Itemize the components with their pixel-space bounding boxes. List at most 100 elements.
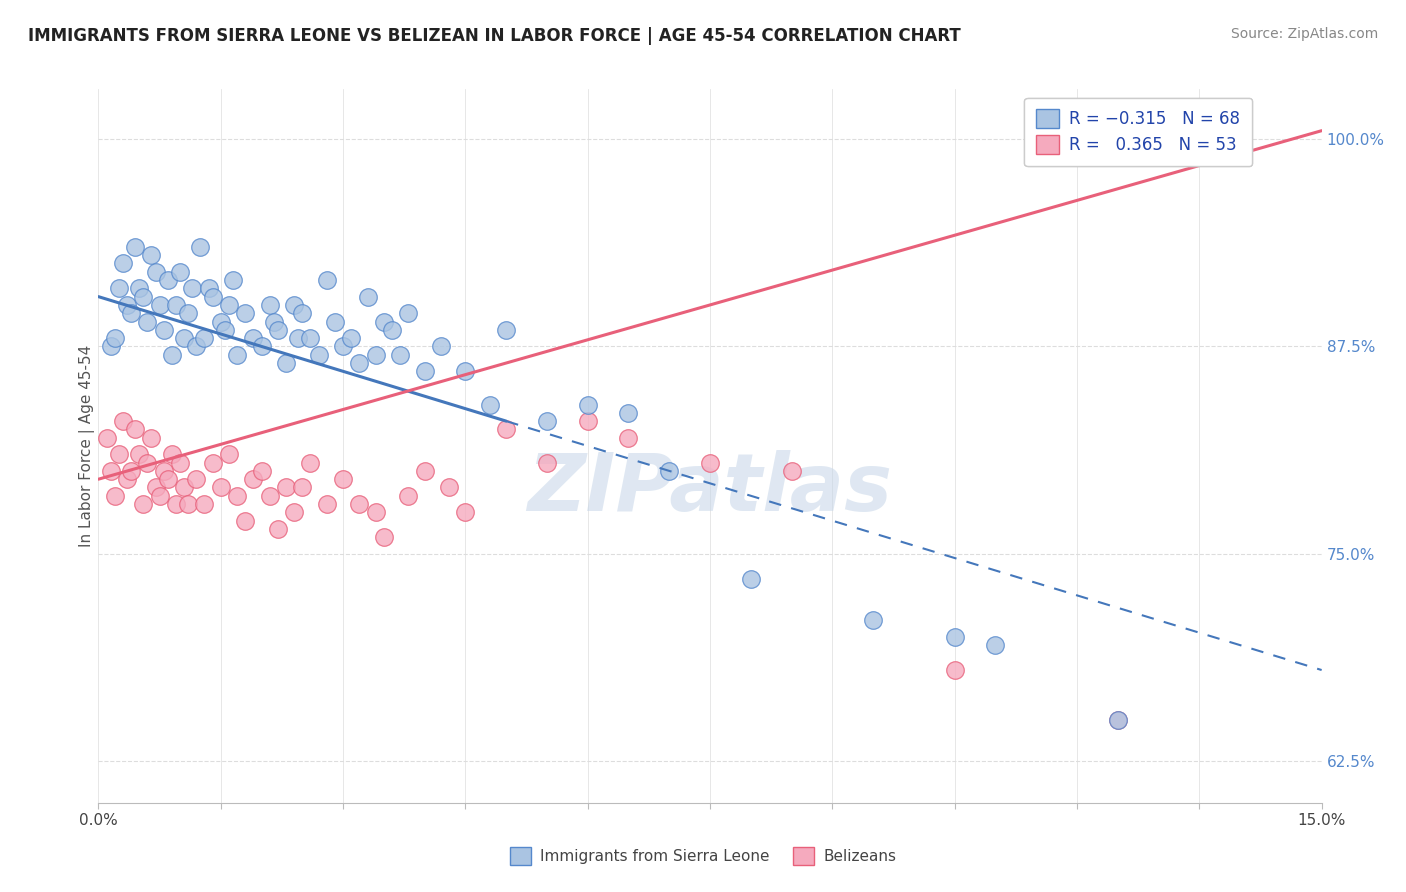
Point — [128, 281, 150, 295]
Point — [132, 290, 155, 304]
Point — [152, 464, 174, 478]
Point — [173, 481, 195, 495]
Point — [233, 306, 256, 320]
Point — [389, 348, 412, 362]
Point — [165, 497, 187, 511]
Point — [226, 489, 249, 503]
Point — [323, 314, 346, 328]
Point — [136, 314, 159, 328]
Point — [181, 281, 204, 295]
Point — [349, 356, 371, 370]
Point — [250, 339, 273, 353]
Point — [862, 613, 884, 627]
Point — [149, 489, 172, 503]
Point — [340, 331, 363, 345]
Point — [274, 356, 297, 370]
Point — [332, 339, 354, 353]
Point — [242, 472, 264, 486]
Point — [356, 290, 378, 304]
Point — [165, 298, 187, 312]
Point — [145, 481, 167, 495]
Point — [186, 339, 208, 353]
Point — [396, 306, 419, 320]
Point — [536, 414, 558, 428]
Point — [373, 314, 395, 328]
Point — [283, 298, 305, 312]
Point — [364, 348, 387, 362]
Point — [274, 481, 297, 495]
Point — [267, 323, 290, 337]
Point — [100, 339, 122, 353]
Point — [111, 256, 134, 270]
Point — [242, 331, 264, 345]
Point — [186, 472, 208, 486]
Point — [233, 514, 256, 528]
Point — [193, 331, 215, 345]
Point — [263, 314, 285, 328]
Point — [160, 447, 183, 461]
Point — [115, 472, 138, 486]
Point — [124, 240, 146, 254]
Point — [658, 464, 681, 478]
Point — [177, 497, 200, 511]
Point — [576, 414, 599, 428]
Point — [315, 497, 337, 511]
Point — [197, 281, 219, 295]
Point — [128, 447, 150, 461]
Point — [259, 298, 281, 312]
Point — [132, 497, 155, 511]
Point — [267, 522, 290, 536]
Point — [108, 281, 131, 295]
Legend: Immigrants from Sierra Leone, Belizeans: Immigrants from Sierra Leone, Belizeans — [499, 837, 907, 875]
Point — [1107, 713, 1129, 727]
Point — [315, 273, 337, 287]
Point — [299, 456, 322, 470]
Point — [136, 456, 159, 470]
Point — [201, 290, 224, 304]
Point — [413, 464, 436, 478]
Point — [177, 306, 200, 320]
Point — [100, 464, 122, 478]
Point — [943, 663, 966, 677]
Point — [299, 331, 322, 345]
Point — [349, 497, 371, 511]
Point — [364, 505, 387, 519]
Point — [226, 348, 249, 362]
Point — [104, 489, 127, 503]
Point — [214, 323, 236, 337]
Point — [413, 364, 436, 378]
Point — [104, 331, 127, 345]
Point — [437, 481, 460, 495]
Text: Source: ZipAtlas.com: Source: ZipAtlas.com — [1230, 27, 1378, 41]
Point — [201, 456, 224, 470]
Point — [209, 481, 232, 495]
Point — [396, 489, 419, 503]
Point — [780, 464, 803, 478]
Point — [250, 464, 273, 478]
Point — [193, 497, 215, 511]
Point — [188, 240, 212, 254]
Point — [152, 323, 174, 337]
Point — [115, 298, 138, 312]
Point — [1107, 713, 1129, 727]
Point — [430, 339, 453, 353]
Point — [124, 422, 146, 436]
Point — [169, 265, 191, 279]
Point — [259, 489, 281, 503]
Point — [169, 456, 191, 470]
Point — [332, 472, 354, 486]
Point — [173, 331, 195, 345]
Y-axis label: In Labor Force | Age 45-54: In Labor Force | Age 45-54 — [79, 345, 96, 547]
Point — [740, 572, 762, 586]
Point — [495, 323, 517, 337]
Point — [454, 364, 477, 378]
Point — [943, 630, 966, 644]
Point — [495, 422, 517, 436]
Point — [283, 505, 305, 519]
Point — [308, 348, 330, 362]
Point — [218, 298, 240, 312]
Point — [576, 397, 599, 411]
Point — [120, 464, 142, 478]
Point — [141, 431, 163, 445]
Point — [291, 481, 314, 495]
